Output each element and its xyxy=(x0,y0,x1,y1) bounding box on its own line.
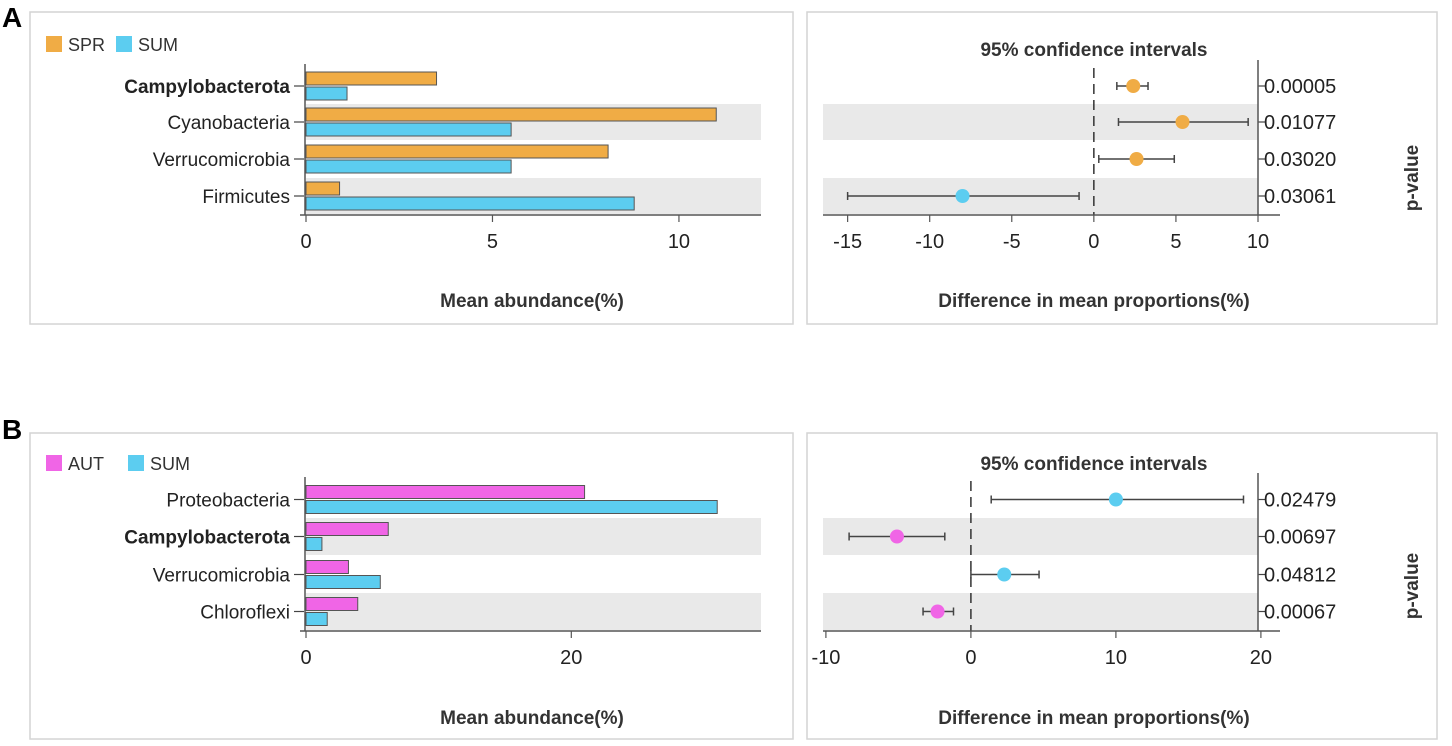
pvalue-label-a: p-value xyxy=(1402,145,1423,212)
category-label: Firmicutes xyxy=(202,187,290,208)
bar-x-tick-label: 0 xyxy=(300,647,311,669)
ci-xlabel-a: Difference in mean proportions(%) xyxy=(938,291,1249,312)
legend-label-spr: SPR xyxy=(68,35,105,55)
bar-spr xyxy=(305,181,341,196)
bar-aut xyxy=(305,522,389,536)
pvalue-label: 0.00697 xyxy=(1264,527,1336,549)
panel-b-ci-frame xyxy=(806,432,1438,740)
category-label: Campylobacterota xyxy=(124,77,290,98)
bar-x-tick-label: 5 xyxy=(487,231,498,253)
ci-x-tick-label: 5 xyxy=(1170,231,1181,253)
ci-x-tick-label: 10 xyxy=(1105,647,1127,669)
category-label: Chloroflexi xyxy=(200,603,290,624)
bar-x-tick-label: 10 xyxy=(668,231,690,253)
legend-label-sum-b: SUM xyxy=(150,454,190,474)
bar-sum xyxy=(305,500,718,514)
pvalue-label: 0.00005 xyxy=(1264,76,1336,98)
pvalue-label: 0.02479 xyxy=(1264,490,1336,512)
bar-spr xyxy=(305,144,609,159)
legend-swatch-spr xyxy=(46,36,62,52)
bar-aut xyxy=(305,485,586,499)
bar-sum xyxy=(305,196,635,211)
bar-sum xyxy=(305,612,328,626)
bar-sum xyxy=(305,575,381,589)
ci-point xyxy=(1108,492,1123,507)
pvalue-label: 0.03020 xyxy=(1264,149,1336,171)
bar-sum xyxy=(305,122,512,137)
bar-x-tick-label: 20 xyxy=(560,647,582,669)
legend-swatch-sum-b xyxy=(128,455,144,471)
category-label: Campylobacterota xyxy=(124,528,290,549)
ci-point xyxy=(1175,115,1190,129)
panel-label-b: B xyxy=(2,414,23,445)
ci-x-tick-label: -15 xyxy=(833,231,862,253)
bar-spr xyxy=(305,107,717,122)
bar-row-band xyxy=(306,593,761,630)
panel-b-bar-frame xyxy=(29,432,794,740)
ci-x-tick-label: -10 xyxy=(811,647,840,669)
ci-x-tick-label: 20 xyxy=(1250,647,1272,669)
category-label: Cyanobacteria xyxy=(167,113,290,134)
pvalue-label: 0.04812 xyxy=(1264,565,1336,587)
bar-x-tick-label: 0 xyxy=(300,231,311,253)
ci-x-tick-label: 10 xyxy=(1247,231,1269,253)
ci-point xyxy=(930,604,945,619)
bar-spr xyxy=(305,71,438,86)
pvalue-label: 0.01077 xyxy=(1264,112,1336,134)
bar-sum xyxy=(305,159,512,174)
ci-point xyxy=(889,529,904,544)
bar-sum xyxy=(305,86,348,101)
bar-xlabel-b: Mean abundance(%) xyxy=(440,708,624,729)
bar-sum xyxy=(305,537,323,551)
ci-title-b: 95% confidence intervals xyxy=(980,454,1207,475)
bar-aut xyxy=(305,560,349,574)
ci-xlabel-b: Difference in mean proportions(%) xyxy=(938,708,1249,729)
legend-label-sum: SUM xyxy=(138,35,178,55)
ci-x-tick-label: 0 xyxy=(965,647,976,669)
ci-point xyxy=(955,189,970,203)
legend-swatch-aut xyxy=(46,455,62,471)
pvalue-label-b: p-value xyxy=(1402,553,1423,620)
panel-label-a: A xyxy=(2,2,23,33)
ci-point xyxy=(1129,152,1144,166)
category-label: Proteobacteria xyxy=(166,491,290,512)
ci-point xyxy=(1126,79,1141,93)
category-label: Verrucomicrobia xyxy=(153,150,291,171)
category-label: Verrucomicrobia xyxy=(153,566,291,587)
panel-a-ci-frame xyxy=(806,11,1438,325)
bar-xlabel-a: Mean abundance(%) xyxy=(440,291,624,312)
legend-swatch-sum xyxy=(116,36,132,52)
ci-point xyxy=(997,567,1012,582)
pvalue-label: 0.00067 xyxy=(1264,602,1336,624)
ci-x-tick-label: -5 xyxy=(1003,231,1021,253)
ci-row-band xyxy=(823,593,1258,630)
pvalue-label: 0.03061 xyxy=(1264,186,1336,208)
ci-title-a: 95% confidence intervals xyxy=(980,40,1207,61)
legend-label-aut: AUT xyxy=(68,454,104,474)
ci-x-tick-label: -10 xyxy=(915,231,944,253)
bar-aut xyxy=(305,597,359,611)
ci-x-tick-label: 0 xyxy=(1088,231,1099,253)
